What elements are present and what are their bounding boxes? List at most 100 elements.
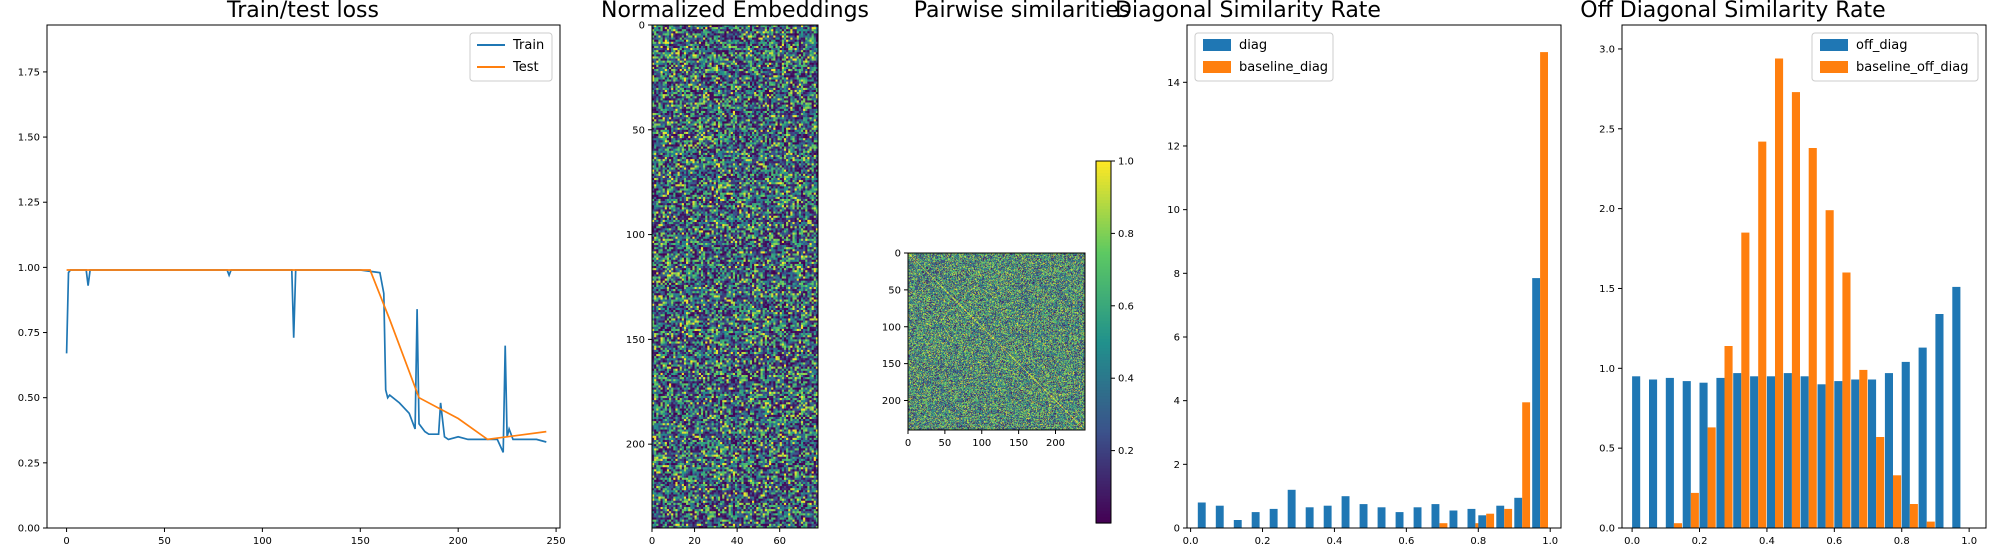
heatmap-cell <box>718 29 720 31</box>
heatmap-cell <box>803 50 805 52</box>
heatmap-cell <box>780 40 782 42</box>
heatmap-cell <box>775 67 777 69</box>
heatmap-cell <box>707 44 709 46</box>
y-axis-tick-label: 0.00 <box>18 524 40 535</box>
heatmap-cell <box>707 75 709 77</box>
heatmap-cell <box>771 29 773 31</box>
heatmap-cell <box>707 38 709 40</box>
heatmap-cell <box>748 29 750 31</box>
heatmap-cell <box>697 63 699 65</box>
heatmap-cell <box>807 31 809 33</box>
heatmap-cell <box>780 79 782 81</box>
heatmap-cell <box>756 71 758 73</box>
heatmap-cell <box>814 71 816 73</box>
heatmap-cell <box>667 63 669 65</box>
heatmap-cell <box>786 79 788 81</box>
heatmap-cell <box>661 82 663 84</box>
heatmap-cell <box>703 38 705 40</box>
heatmap-cell <box>707 69 709 71</box>
heatmap-cell <box>758 46 760 48</box>
heatmap-cell <box>773 54 775 56</box>
heatmap-cell <box>705 65 707 67</box>
heatmap-cell <box>669 29 671 31</box>
heatmap-cell <box>678 77 680 79</box>
heatmap-cell <box>733 27 735 29</box>
heatmap-cell <box>750 61 752 63</box>
heatmap-cell <box>724 54 726 56</box>
heatmap-cell <box>671 54 673 56</box>
heatmap-cell <box>809 79 811 81</box>
heatmap-cell <box>722 48 724 50</box>
heatmap-cell <box>767 44 769 46</box>
heatmap-cell <box>720 33 722 35</box>
heatmap-cell <box>673 50 675 52</box>
heatmap-cell <box>716 38 718 40</box>
heatmap-cell <box>799 63 801 65</box>
heatmap-cell <box>654 79 656 81</box>
heatmap-cell <box>807 35 809 37</box>
heatmap-cell <box>814 56 816 58</box>
heatmap-cell <box>784 63 786 65</box>
heatmap-cell <box>784 44 786 46</box>
heatmap-cell <box>801 35 803 37</box>
heatmap-cell <box>801 50 803 52</box>
heatmap-cell <box>686 63 688 65</box>
heatmap-cell <box>775 38 777 40</box>
heatmap-cell <box>788 40 790 42</box>
heatmap-cell <box>750 54 752 56</box>
heatmap-cell <box>814 54 816 56</box>
heatmap-cell <box>782 35 784 37</box>
heatmap-cell <box>656 73 658 75</box>
heatmap-cell <box>758 44 760 46</box>
heatmap-cell <box>786 59 788 61</box>
heatmap-cell <box>684 29 686 31</box>
heatmap-cell <box>801 38 803 40</box>
heatmap-cell <box>775 42 777 44</box>
heatmap-cell <box>792 59 794 61</box>
heatmap-cell <box>735 31 737 33</box>
heatmap-cell <box>775 79 777 81</box>
heatmap-cell <box>678 35 680 37</box>
heatmap-cell <box>778 73 780 75</box>
heatmap-cell <box>692 31 694 33</box>
heatmap-cell <box>754 61 756 63</box>
heatmap-cell <box>775 82 777 84</box>
heatmap-cell <box>682 29 684 31</box>
heatmap-cell <box>744 67 746 69</box>
heatmap-cell <box>748 69 750 71</box>
heatmap-cell <box>782 27 784 29</box>
heatmap-cell <box>690 40 692 42</box>
heatmap-cell <box>801 77 803 79</box>
heatmap-cell <box>778 44 780 46</box>
heatmap-cell <box>705 82 707 84</box>
heatmap-cell <box>773 71 775 73</box>
heatmap-cell <box>673 75 675 77</box>
heatmap-cell <box>686 75 688 77</box>
heatmap-cell <box>703 50 705 52</box>
heatmap-cell <box>722 73 724 75</box>
heatmap-cell <box>684 31 686 33</box>
heatmap-cell <box>716 52 718 54</box>
heatmap-cell <box>680 69 682 71</box>
heatmap-cell <box>782 73 784 75</box>
heatmap-cell <box>705 27 707 29</box>
heatmap-cell <box>716 40 718 42</box>
heatmap-cell <box>695 84 697 86</box>
heatmap-cell <box>722 63 724 65</box>
heatmap-cell <box>758 77 760 79</box>
heatmap-cell <box>686 82 688 84</box>
heatmap-cell <box>746 44 748 46</box>
heatmap-cell <box>682 73 684 75</box>
heatmap-cell <box>729 63 731 65</box>
heatmap-cell <box>684 69 686 71</box>
heatmap-cell <box>750 77 752 79</box>
heatmap-cell <box>763 27 765 29</box>
heatmap-cell <box>778 33 780 35</box>
heatmap-cell <box>763 50 765 52</box>
heatmap-cell <box>671 73 673 75</box>
heatmap-cell <box>697 29 699 31</box>
heatmap-cell <box>682 44 684 46</box>
heatmap-cell <box>807 82 809 84</box>
heatmap-cell <box>752 42 754 44</box>
heatmap-cell <box>775 61 777 63</box>
